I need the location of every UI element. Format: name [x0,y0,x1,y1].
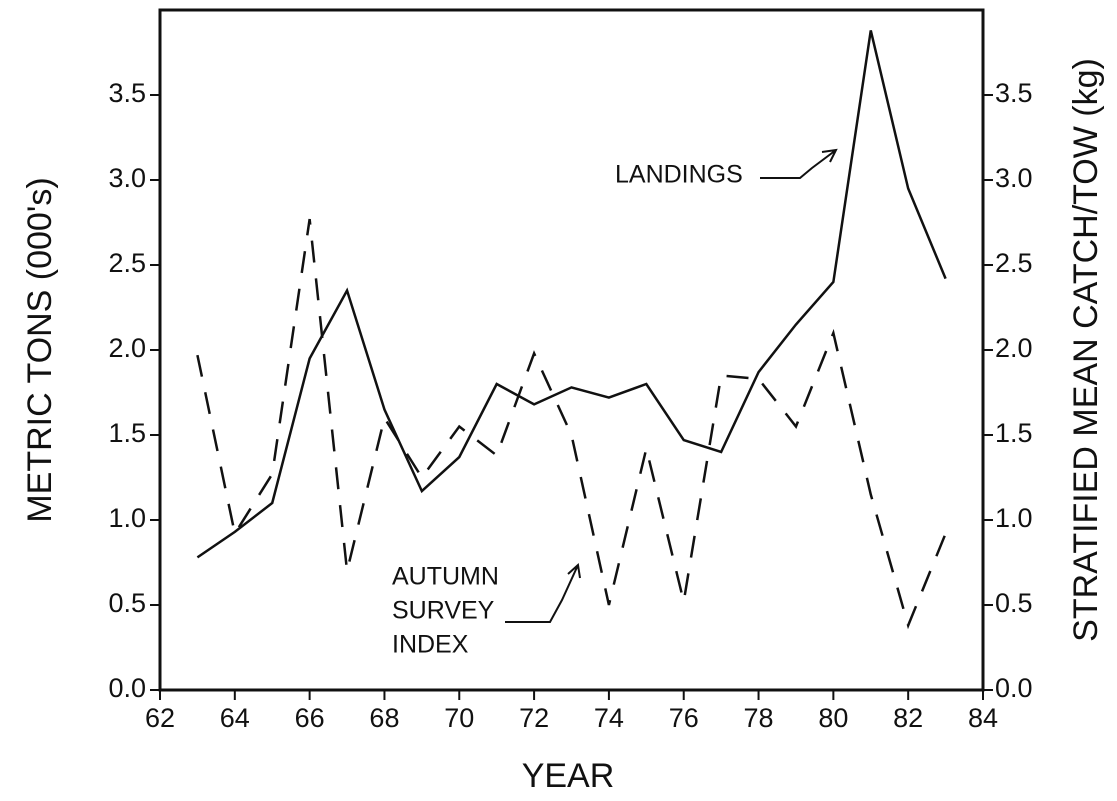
y2-tick-label: 2.0 [995,333,1033,363]
y2-tick-label: 1.0 [995,503,1033,533]
x-tick-label: 74 [594,703,624,733]
x-tick-label: 62 [145,703,175,733]
y-tick-label: 1.5 [108,418,146,448]
y-tick-label: 0.5 [108,588,146,618]
y2-tick-label: 2.5 [995,248,1033,278]
x-tick-label: 68 [369,703,399,733]
y2-tick-label: 0.0 [995,673,1033,703]
x-tick-label: 64 [220,703,250,733]
annotation: AUTUMN [392,563,499,591]
x-tick-label: 72 [519,703,549,733]
x-tick-label: 66 [295,703,325,733]
x-tick-label: 80 [818,703,848,733]
series-line [196,218,947,630]
series-line [196,30,947,559]
y2-axis-label: STRATIFIED MEAN CATCH/TOW (kg) [1067,58,1105,642]
annotation: LANDINGS [615,161,743,189]
x-tick-label: 82 [893,703,923,733]
x-tick-label: 76 [669,703,699,733]
y-tick-label: 3.5 [108,78,146,108]
y-tick-label: 0.0 [108,673,146,703]
y2-tick-label: 3.0 [995,163,1033,193]
y-axis-label: METRIC TONS (000's) [21,177,59,522]
y2-tick-label: 3.5 [995,78,1033,108]
x-tick-label: 78 [744,703,774,733]
y2-tick-label: 1.5 [995,418,1033,448]
landings-arrow [760,148,838,179]
y-tick-label: 1.0 [108,503,146,533]
x-tick-label: 70 [444,703,474,733]
x-axis-label: YEAR [522,757,615,795]
annotation: SURVEY [392,597,495,625]
y2-tick-label: 0.5 [995,588,1033,618]
annotation: INDEX [392,631,469,659]
x-tick-label: 84 [968,703,998,733]
y-tick-label: 2.5 [108,248,146,278]
y-tick-label: 3.0 [108,163,146,193]
survey-arrow [505,563,581,623]
y-tick-label: 2.0 [108,333,146,363]
